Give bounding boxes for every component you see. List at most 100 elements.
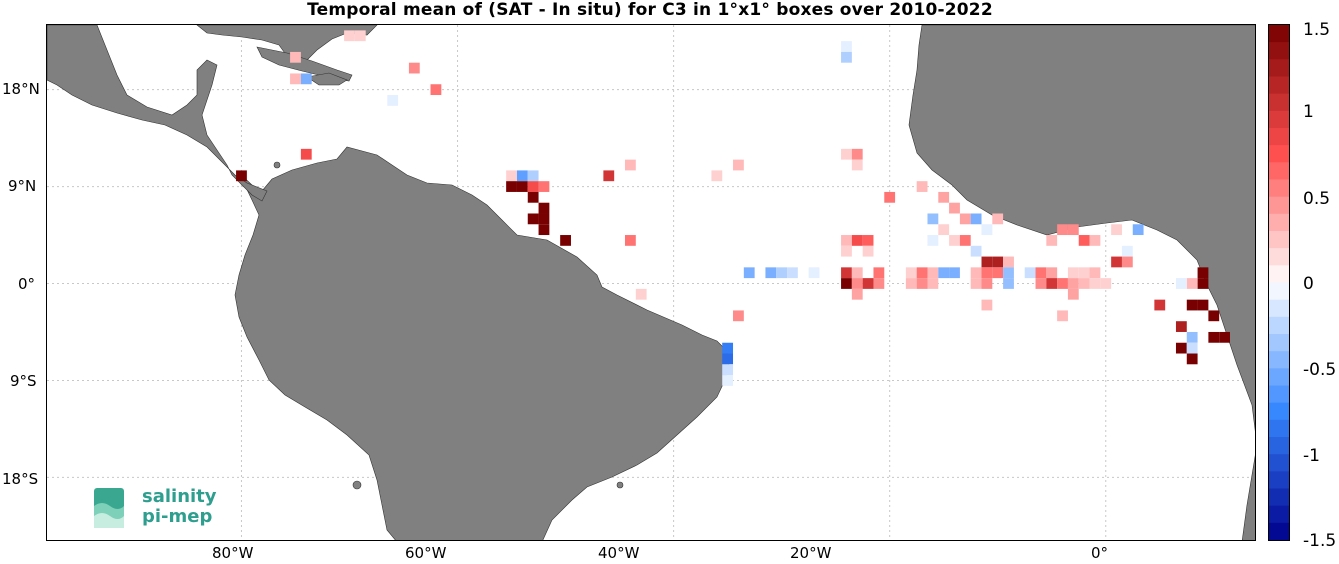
- data-cell: [851, 267, 863, 279]
- data-cell: [408, 62, 420, 74]
- data-cell: [959, 213, 971, 225]
- data-cell: [1003, 278, 1014, 289]
- data-cell: [841, 148, 852, 160]
- data-cell: [538, 181, 550, 192]
- data-cell: [624, 159, 636, 171]
- colorbar: [1268, 24, 1290, 541]
- data-cell: [506, 170, 517, 182]
- data-cell: [743, 267, 755, 279]
- map-panel: [46, 24, 1256, 541]
- data-cell: [722, 375, 734, 386]
- data-cell: [560, 235, 571, 246]
- data-cell: [1089, 278, 1101, 289]
- data-cell: [1003, 267, 1014, 279]
- data-cell: [1067, 288, 1079, 300]
- data-cell: [1111, 256, 1122, 268]
- map-canvas: [47, 25, 1255, 540]
- data-cell: [1197, 299, 1209, 311]
- data-cell: [841, 235, 852, 246]
- data-cell: [527, 191, 539, 203]
- salinity-pimep-logo: salinity pi-mep: [90, 486, 230, 532]
- data-cell: [1132, 224, 1144, 236]
- data-cell: [884, 191, 896, 203]
- data-cell: [776, 267, 788, 279]
- data-cell: [949, 267, 960, 279]
- data-cell: [1197, 278, 1209, 289]
- wave-logo-icon: [94, 488, 124, 528]
- colorbar-step: [1269, 454, 1289, 472]
- data-cell: [430, 84, 442, 96]
- x-tick-label: 0°: [1091, 544, 1109, 562]
- data-cell: [916, 267, 928, 279]
- data-cell: [916, 181, 928, 192]
- data-cell: [1067, 224, 1079, 236]
- data-cell: [938, 224, 950, 236]
- colorbar-step: [1269, 402, 1289, 421]
- colorbar-step: [1269, 59, 1289, 77]
- data-cell: [916, 278, 928, 289]
- colorbar-step: [1269, 231, 1289, 249]
- land-island: [616, 481, 624, 489]
- data-cell: [992, 267, 1004, 279]
- data-cell: [538, 224, 550, 236]
- colorbar-tick: -0.5: [1303, 360, 1337, 380]
- data-cell: [981, 278, 993, 289]
- colorbar-step: [1269, 248, 1289, 266]
- data-cell: [841, 51, 852, 63]
- data-cell: [927, 267, 939, 279]
- data-cell: [862, 278, 874, 289]
- data-cell: [1067, 267, 1079, 279]
- colorbar-step: [1269, 162, 1289, 180]
- data-cell: [506, 181, 517, 192]
- colorbar-tick: 0.5: [1303, 189, 1331, 209]
- data-cell: [527, 213, 539, 225]
- colorbar-gradient: [1269, 25, 1289, 541]
- colorbar-tick: -1: [1303, 446, 1320, 466]
- data-cell: [1046, 278, 1058, 289]
- data-cell: [1003, 256, 1014, 268]
- data-cell: [722, 353, 734, 365]
- data-cell: [300, 148, 312, 160]
- data-cell: [970, 245, 982, 257]
- data-cell: [290, 73, 301, 85]
- land-central-america: [47, 25, 268, 202]
- data-cell: [1089, 235, 1101, 246]
- data-cell: [1186, 278, 1198, 289]
- data-cell: [927, 278, 939, 289]
- data-cell: [862, 235, 874, 246]
- data-cell: [1078, 235, 1090, 246]
- colorbar-step: [1269, 316, 1289, 335]
- colorbar-step: [1269, 179, 1289, 198]
- colorbar-step: [1269, 488, 1289, 507]
- data-cell: [1175, 278, 1187, 289]
- data-cell: [733, 310, 744, 322]
- colorbar-tick: 1: [1303, 102, 1314, 122]
- data-cell: [938, 267, 950, 279]
- data-cell: [1121, 256, 1133, 268]
- colorbar-step: [1269, 128, 1289, 146]
- data-cell: [300, 73, 312, 85]
- data-cell: [1186, 342, 1198, 354]
- data-cell: [516, 170, 528, 182]
- x-tick-label: 60°W: [405, 544, 447, 562]
- data-cell: [1175, 342, 1187, 354]
- land-layer: [47, 25, 1255, 540]
- data-cell: [603, 170, 615, 182]
- data-cell: [733, 159, 744, 171]
- data-cell: [981, 224, 993, 236]
- y-tick-label: 18°S: [2, 470, 39, 488]
- data-cell: [841, 267, 852, 279]
- data-cell: [236, 170, 247, 182]
- data-cell: [354, 30, 366, 42]
- data-cell: [981, 267, 993, 279]
- data-cell: [1186, 331, 1198, 343]
- land-cuba: [256, 46, 353, 82]
- data-cell: [722, 364, 734, 376]
- data-cell: [1046, 267, 1058, 279]
- data-cell: [1035, 267, 1047, 279]
- data-cell: [841, 278, 852, 289]
- data-cell: [387, 95, 399, 106]
- land-island: [352, 480, 362, 490]
- x-tick-label: 40°W: [598, 544, 640, 562]
- data-cells: [236, 30, 1230, 386]
